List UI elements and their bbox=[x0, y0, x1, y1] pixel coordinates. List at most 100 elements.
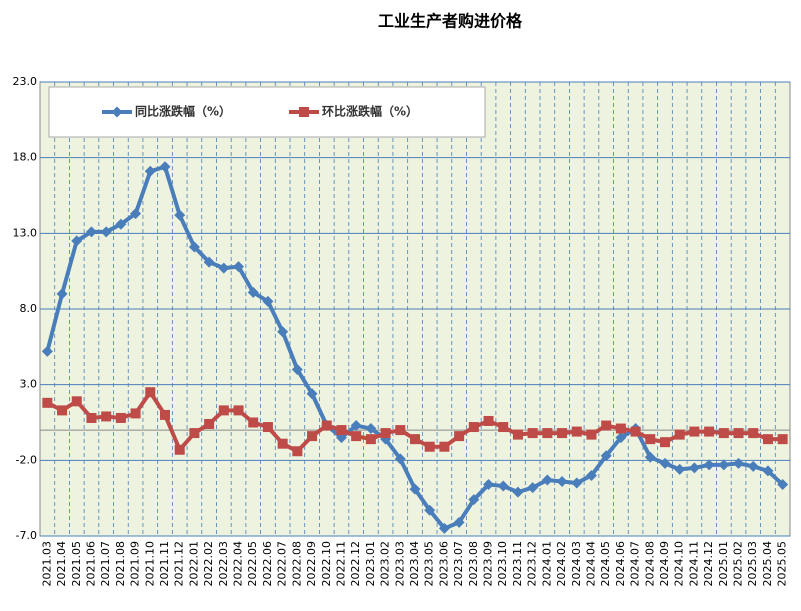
point bbox=[218, 405, 229, 416]
point bbox=[218, 262, 230, 274]
point bbox=[365, 423, 377, 435]
point bbox=[365, 434, 376, 445]
point bbox=[299, 107, 309, 117]
point bbox=[438, 522, 450, 534]
point bbox=[292, 446, 303, 457]
x-tick-label: 2024.06 bbox=[614, 541, 627, 587]
x-tick-label: 2022.10 bbox=[320, 541, 333, 587]
point bbox=[644, 451, 656, 463]
x-tick-label: 2022.01 bbox=[187, 541, 200, 587]
point bbox=[674, 429, 685, 440]
point bbox=[424, 441, 435, 452]
point bbox=[204, 419, 215, 430]
x-tick-label: 2021.05 bbox=[70, 541, 83, 587]
y-tick-label: -2.0 bbox=[16, 453, 37, 466]
point bbox=[86, 412, 97, 423]
y-tick-label: 3.0 bbox=[20, 378, 38, 391]
point bbox=[557, 428, 568, 439]
x-tick-label: 2024.02 bbox=[555, 541, 568, 587]
point bbox=[71, 235, 83, 247]
point bbox=[777, 479, 789, 491]
point bbox=[306, 388, 318, 400]
point bbox=[101, 411, 112, 422]
x-tick-label: 2022.12 bbox=[349, 541, 362, 587]
point bbox=[615, 423, 626, 434]
point bbox=[57, 405, 68, 416]
point bbox=[615, 432, 627, 444]
y-tick-label: 18.0 bbox=[13, 151, 38, 164]
point bbox=[144, 165, 156, 177]
point bbox=[498, 422, 509, 433]
point bbox=[336, 425, 347, 436]
point bbox=[527, 428, 538, 439]
x-tick-label: 2024.04 bbox=[584, 541, 597, 587]
point bbox=[585, 469, 597, 481]
legend-label: 环比涨跌幅（%） bbox=[322, 104, 418, 119]
y-tick-label: 8.0 bbox=[20, 302, 38, 315]
x-tick-label: 2023.06 bbox=[437, 541, 450, 587]
point bbox=[689, 426, 700, 437]
point bbox=[71, 396, 82, 407]
x-tick-label: 2024.09 bbox=[658, 541, 671, 587]
point bbox=[733, 457, 745, 469]
point bbox=[115, 412, 126, 423]
x-tick-label: 2023.05 bbox=[423, 541, 436, 587]
point bbox=[145, 387, 156, 398]
point bbox=[111, 106, 123, 118]
point bbox=[439, 441, 450, 452]
point bbox=[160, 409, 170, 420]
point bbox=[130, 408, 141, 419]
point bbox=[645, 434, 656, 445]
y-tick-label: -7.0 bbox=[16, 529, 37, 542]
point bbox=[601, 420, 612, 431]
x-tick-label: 2022.08 bbox=[290, 541, 303, 587]
point bbox=[497, 480, 509, 492]
x-tick-label: 2023.04 bbox=[408, 541, 421, 587]
x-tick-label: 2024.12 bbox=[702, 541, 715, 587]
point bbox=[203, 256, 215, 268]
x-tick-label: 2023.03 bbox=[393, 541, 406, 587]
point bbox=[542, 428, 553, 439]
point bbox=[571, 426, 582, 437]
chart-title: 工业生产者购进价格 bbox=[378, 12, 523, 31]
x-tick-label: 2024.08 bbox=[643, 541, 656, 587]
point bbox=[512, 429, 523, 440]
point bbox=[291, 364, 303, 376]
x-tick-label: 2022.04 bbox=[232, 541, 245, 587]
point bbox=[777, 434, 788, 445]
x-tick-label: 2023.12 bbox=[526, 541, 539, 587]
point bbox=[747, 460, 759, 472]
x-tick-label: 2023.08 bbox=[467, 541, 480, 587]
x-tick-label: 2021.04 bbox=[55, 541, 68, 587]
point bbox=[380, 428, 391, 439]
point bbox=[718, 428, 729, 439]
point bbox=[394, 453, 406, 465]
point bbox=[453, 516, 465, 528]
x-tick-label: 2023.07 bbox=[452, 541, 465, 587]
x-tick-label: 2024.07 bbox=[629, 541, 642, 587]
y-tick-label: 13.0 bbox=[13, 226, 38, 239]
point bbox=[571, 477, 583, 489]
point bbox=[600, 450, 612, 462]
point bbox=[512, 486, 524, 498]
x-tick-label: 2022.09 bbox=[305, 541, 318, 587]
x-tick-label: 2021.12 bbox=[173, 541, 186, 587]
point bbox=[586, 429, 597, 440]
point bbox=[189, 428, 200, 439]
point bbox=[468, 422, 479, 433]
point bbox=[247, 286, 259, 298]
point bbox=[277, 326, 289, 338]
point bbox=[174, 209, 186, 221]
point bbox=[262, 295, 274, 307]
x-tick-label: 2023.02 bbox=[379, 541, 392, 587]
point bbox=[410, 434, 420, 445]
point bbox=[718, 459, 730, 471]
point bbox=[262, 422, 273, 433]
point bbox=[733, 428, 744, 439]
point bbox=[307, 431, 318, 442]
x-tick-label: 2021.09 bbox=[129, 541, 142, 587]
x-tick-label: 2021.08 bbox=[114, 541, 127, 587]
y-tick-label: 23.0 bbox=[13, 75, 38, 88]
point bbox=[395, 425, 406, 436]
